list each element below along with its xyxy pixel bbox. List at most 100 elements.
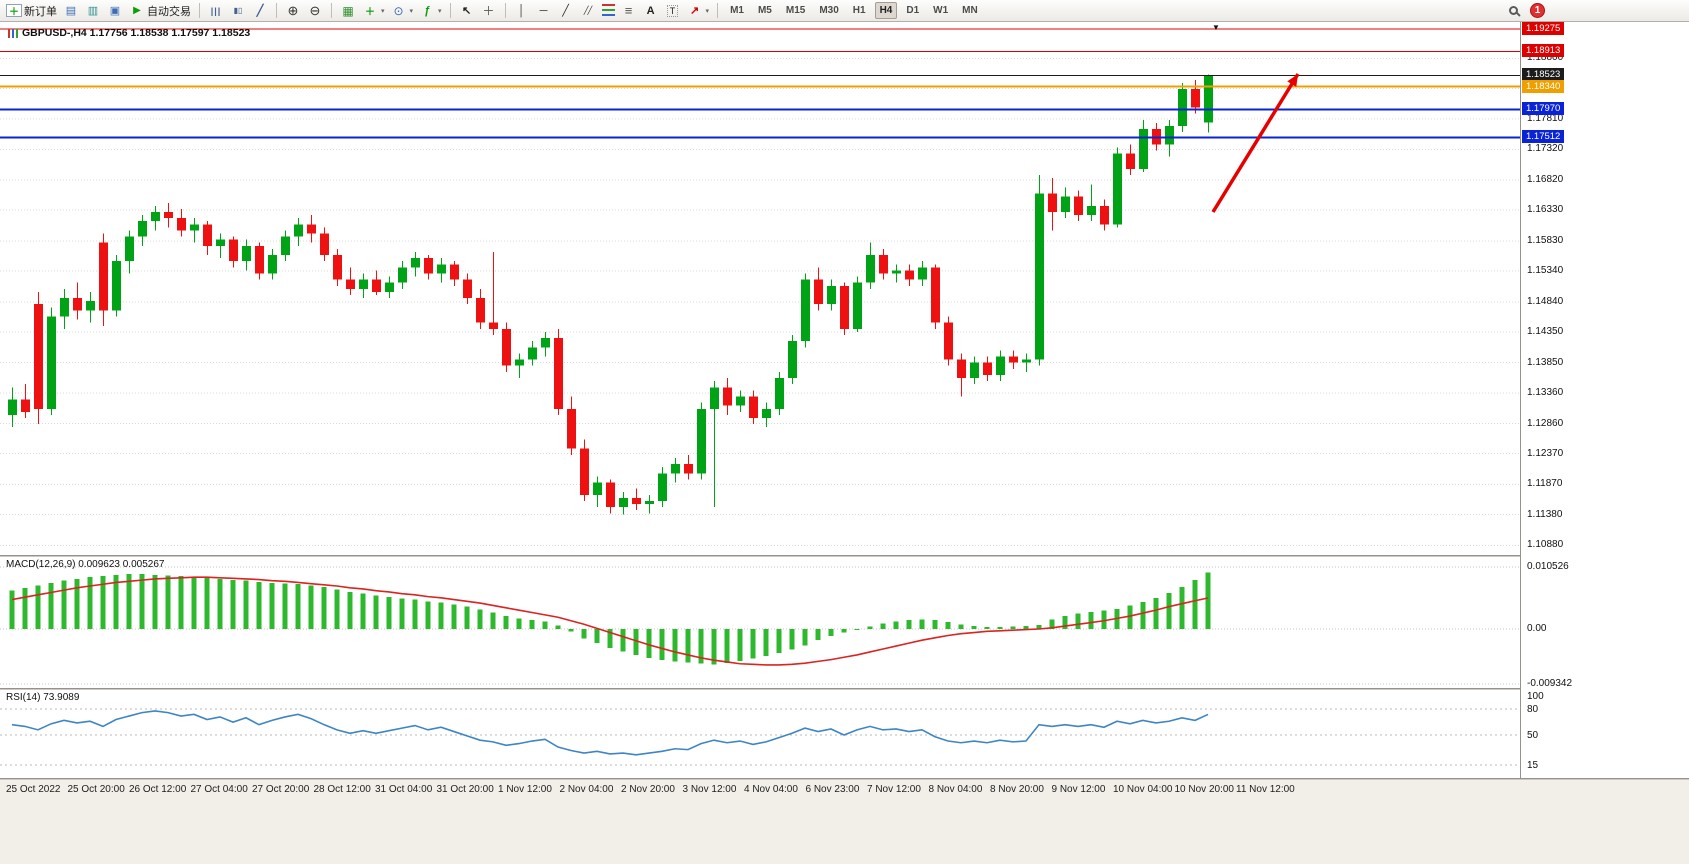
time-tick-label: 6 Nov 23:00 [805, 784, 860, 795]
macd-histogram-bar [35, 585, 41, 629]
price-scale[interactable]: 1.188001.183101.178101.173201.168201.163… [1520, 22, 1689, 778]
time-tick-label: 8 Nov 20:00 [990, 784, 1044, 795]
macd-label: MACD(12,26,9) 0.009623 0.005267 [6, 559, 165, 570]
grid-button[interactable] [619, 2, 639, 19]
channel-button[interactable] [578, 2, 598, 19]
macd-histogram-bar [802, 629, 808, 646]
macd-histogram-bar [971, 626, 977, 629]
trend-arrow[interactable] [1211, 73, 1300, 213]
tile-windows-icon [340, 3, 356, 18]
bull-candle [281, 236, 290, 256]
macd-histogram-bar [451, 604, 457, 629]
bar-chart-button[interactable] [206, 2, 226, 19]
chart-window-icon [63, 3, 79, 18]
bull-candle [736, 396, 745, 406]
macd-histogram-bar [386, 597, 392, 629]
tile-windows-button[interactable] [338, 2, 358, 19]
timeframe-h4[interactable]: H4 [874, 2, 898, 19]
market-watch-button[interactable] [83, 2, 103, 19]
timeframe-m5[interactable]: M5 [757, 5, 772, 16]
macd-histogram-bar [295, 584, 301, 629]
timeframe-w1[interactable]: W1 [933, 5, 949, 16]
fibonacci-button[interactable] [600, 3, 617, 18]
time-axis[interactable]: 25 Oct 2022 25 Oct 20:00 26 Oct 12:00 27 Oc… [0, 780, 1689, 864]
bull-candle [710, 387, 719, 409]
bear-candle [723, 387, 732, 406]
bear-candle [814, 279, 823, 305]
zoom-out-button[interactable] [305, 2, 325, 19]
macd-histogram-bar [87, 577, 93, 629]
line-chart-icon [252, 3, 268, 18]
profiles-icon [391, 3, 407, 18]
timeframe-h1[interactable]: H1 [852, 5, 866, 16]
chart-symbol-icon [8, 28, 18, 38]
new-order-button[interactable]: 新订单 [4, 2, 59, 20]
panel-separator[interactable] [0, 688, 1689, 690]
bull-candle [190, 224, 199, 231]
bear-candle [879, 255, 888, 274]
vertical-line-button[interactable] [512, 2, 532, 19]
price-tick-label: 1.17810 [1527, 113, 1564, 125]
bear-candle [1009, 356, 1018, 363]
timeframe-d1[interactable]: D1 [906, 5, 920, 16]
chart-window-button[interactable] [61, 2, 81, 19]
chart-shift-marker-icon[interactable]: ▼ [1212, 23, 1220, 32]
macd-histogram-bar [321, 587, 327, 629]
rsi-label: RSI(14) 73.9089 [6, 692, 80, 703]
macd-histogram-bar [22, 587, 28, 629]
bull-candle [60, 298, 69, 317]
indicators-button[interactable]: ▾ [417, 2, 444, 19]
navigator-button[interactable] [105, 2, 125, 19]
horizontal-line-button[interactable] [534, 2, 554, 19]
macd-histogram-bar [711, 629, 717, 665]
cursor-icon [459, 3, 475, 18]
bull-candle [112, 261, 121, 311]
arrow-tools-button[interactable]: ▾ [685, 2, 712, 19]
macd-histogram-bar [958, 624, 964, 629]
macd-histogram-bar [347, 591, 353, 629]
text-button[interactable] [641, 2, 661, 19]
crosshair-icon [481, 3, 497, 18]
bull-candle [86, 301, 95, 311]
macd-histogram-bar [620, 629, 626, 652]
bull-candle [47, 316, 56, 409]
panel-separator[interactable] [0, 555, 1689, 557]
bull-candle [866, 255, 875, 283]
macd-histogram-bar [932, 620, 938, 629]
macd-histogram-bar [516, 618, 522, 629]
bull-candle [775, 378, 784, 409]
search-icon[interactable] [1509, 6, 1518, 15]
timeframe-m30[interactable]: M30 [819, 5, 839, 16]
timeframe-m15[interactable]: M15 [785, 5, 806, 16]
bull-candle [1061, 196, 1070, 213]
macd-histogram-bar [646, 629, 652, 658]
timeframe-m1[interactable]: M1 [730, 5, 744, 16]
main-chart[interactable]: GBPUSD-,H4 1.17756 1.18538 1.17597 1.185… [0, 22, 1520, 555]
cursor-button[interactable] [457, 2, 477, 19]
macd-histogram-bar [607, 629, 613, 648]
notification-badge[interactable]: 1 [1530, 3, 1545, 18]
macd-histogram-bar [1166, 593, 1172, 629]
crosshair-button[interactable] [479, 2, 499, 19]
macd-histogram-bar [256, 581, 262, 629]
navigator-icon [107, 3, 123, 18]
price-tick-label: 1.14350 [1527, 325, 1564, 337]
zoom-in-button[interactable] [283, 2, 303, 19]
text-label-button[interactable] [663, 2, 683, 19]
macd-histogram-bar [1101, 610, 1107, 629]
bear-candle [21, 399, 30, 412]
line-chart-button[interactable] [250, 2, 270, 19]
profiles-button[interactable]: ▾ [389, 2, 416, 19]
trendline-button[interactable] [556, 2, 576, 19]
new-chart-button[interactable]: ▾ [360, 2, 387, 19]
macd-panel[interactable]: MACD(12,26,9) 0.009623 0.005267 [0, 557, 1520, 688]
macd-histogram-bar [477, 609, 483, 629]
macd-histogram-bar [1088, 611, 1094, 629]
bear-candle [255, 245, 264, 274]
autotrading-button[interactable]: 自动交易 [127, 2, 193, 20]
rsi-panel[interactable]: RSI(14) 73.9089 [0, 690, 1520, 778]
timeframe-mn[interactable]: MN [962, 5, 978, 16]
candlestick-button[interactable] [228, 2, 248, 19]
bull-candle [853, 282, 862, 329]
macd-histogram-bar [269, 583, 275, 629]
